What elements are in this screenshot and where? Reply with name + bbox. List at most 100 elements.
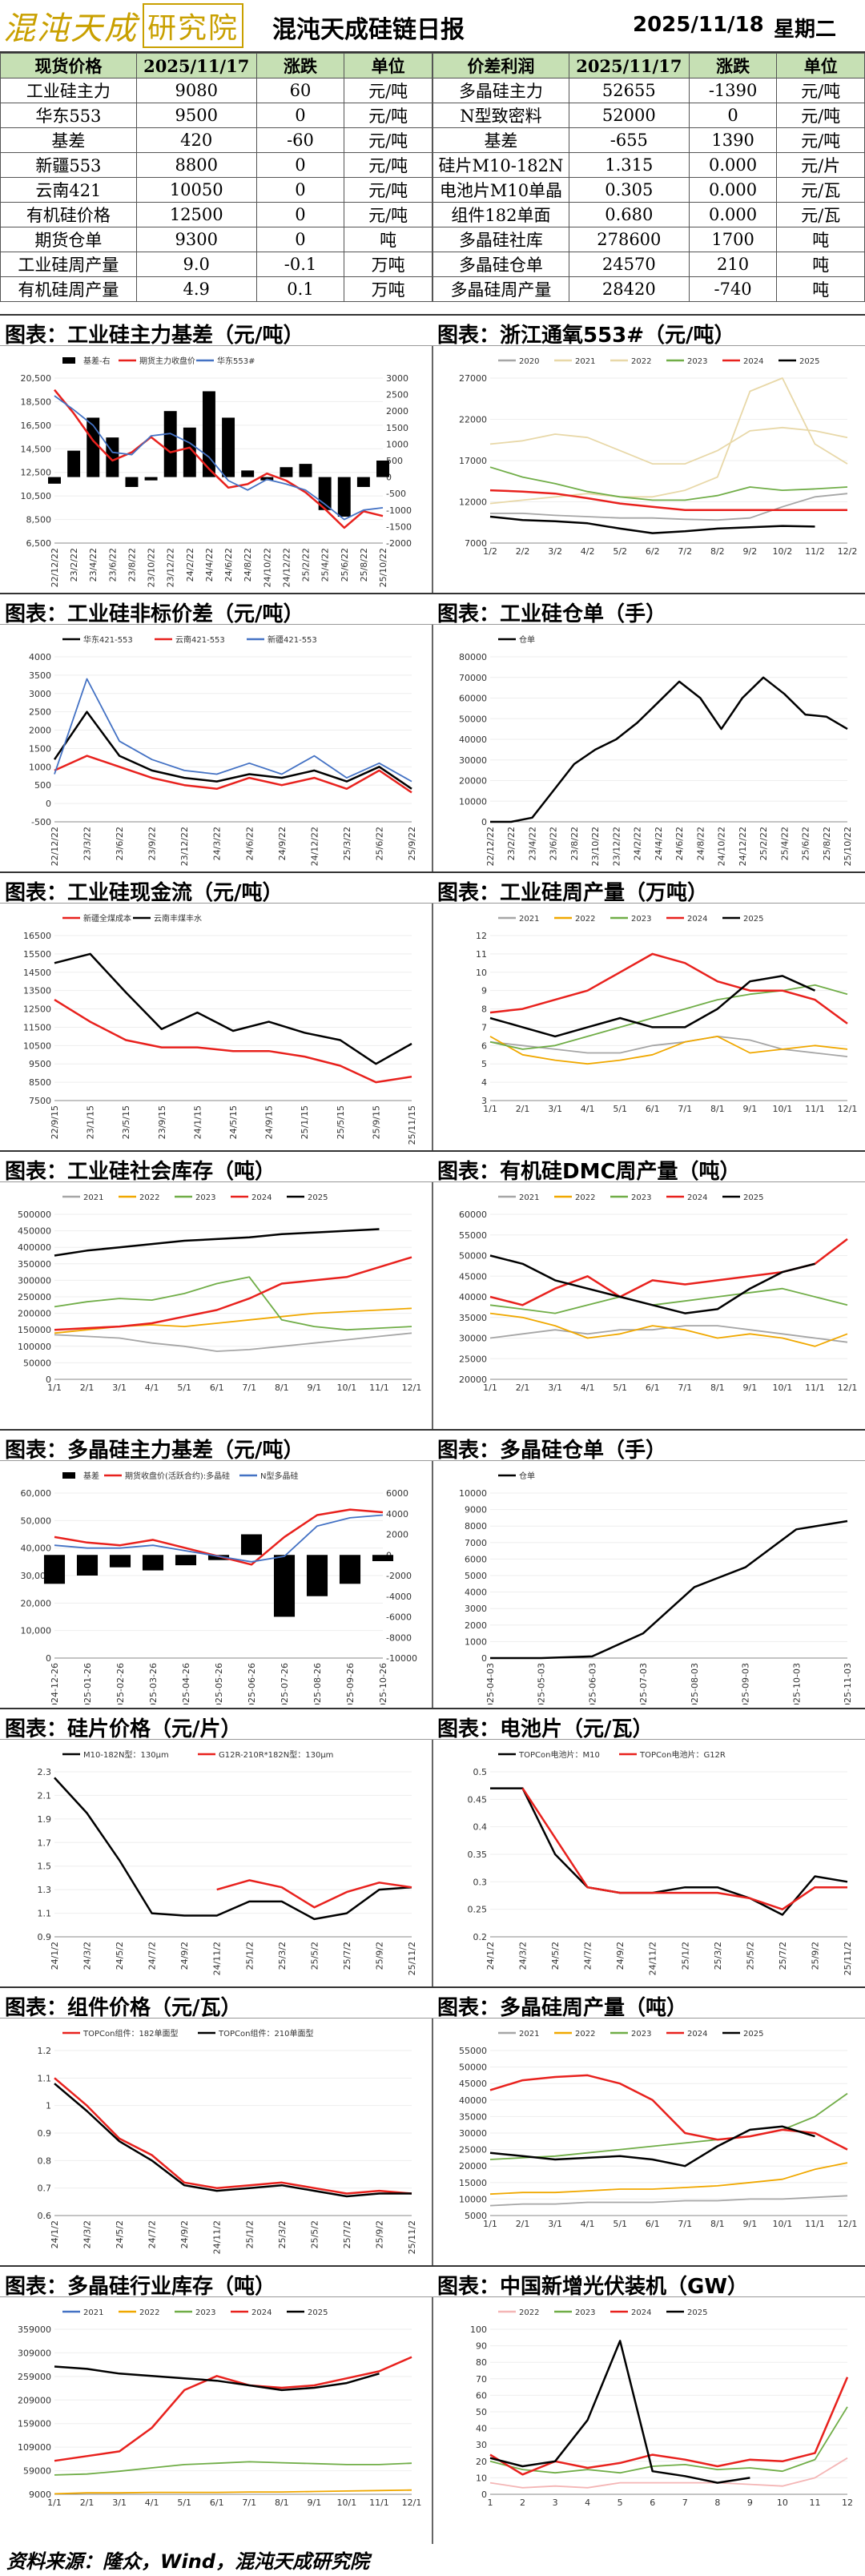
x-tick-label: 24/11/2 bbox=[648, 1942, 658, 1975]
table-row: 多晶硅主力 52655 -1390 元/吨 bbox=[432, 78, 865, 103]
legend-label: 华东553# bbox=[217, 356, 255, 366]
legend-label: M10-182N型：130μm bbox=[83, 1749, 169, 1760]
x-tick-label: 9/1 bbox=[308, 2498, 322, 2508]
basis-bar bbox=[337, 477, 351, 517]
x-tick-label: 24/2/22 bbox=[633, 827, 643, 860]
y-tick-label: 6000 bbox=[465, 1554, 487, 1564]
chart-title: 图表：工业硅社会库存（吨） bbox=[5, 1160, 276, 1184]
x-tick-label: 24/7/2 bbox=[147, 1942, 158, 1970]
table-row: 工业硅周产量 9.0 -0.1 万吨 bbox=[0, 252, 432, 277]
x-tick-label: 25/6/22 bbox=[374, 827, 384, 860]
x-tick-label: 2 bbox=[520, 2498, 525, 2508]
legend-label: 2024 bbox=[251, 2308, 272, 2317]
y-tick-label: 70000 bbox=[459, 673, 487, 683]
chart-poly_basis: 基差 期货收盘价(活跃合约):多晶硅 N型多晶硅 60,000 50,000 40,000… bbox=[6, 1464, 423, 1705]
basis-bar bbox=[222, 417, 235, 477]
table-cell: 多晶硅仓单 bbox=[432, 252, 569, 277]
y-tick-label: 1500 bbox=[29, 743, 51, 754]
legend-label: 期货主力收盘价 bbox=[139, 356, 195, 366]
y-tick-label: 100 bbox=[470, 2324, 487, 2335]
table-cell: 9080 bbox=[135, 78, 257, 103]
series-line-TOPCon组件：182单面型 bbox=[54, 2077, 412, 2195]
x-tick-label: 24/7/2 bbox=[147, 2220, 158, 2248]
legend-label: 2025 bbox=[743, 2030, 763, 2039]
legend-item: TOPCon组件：210单面型 bbox=[198, 2028, 314, 2039]
series-line-2023 bbox=[489, 1287, 848, 1314]
table-cell: -1390 bbox=[688, 78, 778, 103]
x-tick-label: 8/1 bbox=[710, 1383, 725, 1393]
legend-item: TOPCon组件：182单面型 bbox=[62, 2028, 179, 2039]
series-line-2021 bbox=[489, 377, 848, 505]
legend-item: 2023 bbox=[666, 357, 707, 366]
table-header-cell: 2025/11/17 bbox=[135, 53, 257, 78]
x-tick-label: 12/1 bbox=[838, 1383, 858, 1393]
x-tick-label: 25/7/2 bbox=[342, 1942, 352, 1970]
x-tick-label: 7/1 bbox=[242, 1383, 256, 1393]
legend-label: N型多晶硅 bbox=[260, 1471, 298, 1481]
legend-item: 2023 bbox=[175, 2308, 215, 2317]
y2-tick-label: -500 bbox=[386, 489, 406, 499]
series-line-2022 bbox=[489, 1036, 848, 1065]
y-tick-label: 50000 bbox=[23, 1358, 51, 1368]
series-line-2025 bbox=[54, 1228, 380, 1257]
y-tick-label: 4000 bbox=[465, 1588, 487, 1598]
legend-item: 2023 bbox=[554, 2308, 595, 2317]
legend-item: 2025 bbox=[287, 2308, 328, 2317]
series-line-新疆421-553 bbox=[54, 678, 412, 783]
basis-bar bbox=[376, 461, 389, 477]
chart-title: 图表：浙江通氧553#（元/吨） bbox=[437, 324, 735, 348]
y-tick-label: 50,000 bbox=[21, 1515, 52, 1526]
y-tick-label: 500 bbox=[34, 780, 51, 791]
table-cell: 硅片M10-182N bbox=[432, 152, 569, 178]
table-header-cell: 价差利润 bbox=[432, 53, 569, 78]
legend-item: 2021 bbox=[554, 357, 595, 366]
table-cell: 期货仓单 bbox=[0, 227, 137, 252]
y-tick-label: 12,500 bbox=[21, 468, 52, 478]
table-cell: 万吨 bbox=[344, 276, 432, 302]
x-tick-label: 25/8/22 bbox=[359, 548, 369, 582]
legend-label: TOPCon电池片：M10 bbox=[518, 1749, 600, 1760]
table-cell: 云南421 bbox=[0, 177, 137, 203]
x-tick-label: 2025-05-26 bbox=[214, 1663, 224, 1705]
y-tick-label: 300000 bbox=[18, 1275, 51, 1286]
basis-bar bbox=[299, 464, 312, 477]
x-tick-label: 6/1 bbox=[646, 1383, 660, 1393]
column-divider bbox=[432, 625, 433, 871]
table-cell: 0 bbox=[255, 152, 345, 178]
chart-title: 图表：工业硅主力基差（元/吨） bbox=[5, 324, 304, 348]
x-tick-label: 11 bbox=[809, 2498, 820, 2508]
x-tick-label: 25/11/15 bbox=[407, 1105, 417, 1145]
x-tick-label: 24/4/22 bbox=[654, 827, 664, 860]
table-header-cell: 2025/11/17 bbox=[568, 53, 690, 78]
table-cell: 0 bbox=[255, 227, 345, 252]
table-cell: 工业硅主力 bbox=[0, 78, 137, 103]
table-cell: 组件182单面 bbox=[432, 202, 569, 227]
table-header-cell: 单位 bbox=[344, 53, 432, 78]
legend-label: 2021 bbox=[83, 1193, 103, 1202]
x-tick-label: 23/2/22 bbox=[69, 548, 79, 582]
y-tick-label: 1000 bbox=[29, 762, 51, 772]
y-tick-label: 500000 bbox=[18, 1210, 51, 1220]
table-cell: 28420 bbox=[568, 276, 690, 302]
y-tick-label: 3000 bbox=[465, 1604, 487, 1614]
series-line-云南421-553 bbox=[54, 755, 412, 794]
series-line-华东421-553 bbox=[53, 710, 412, 790]
legend-label: 2024 bbox=[687, 2030, 707, 2039]
series-line-M10-182N型：130μm bbox=[54, 1777, 412, 1921]
x-tick-label: 23/4/22 bbox=[88, 548, 99, 582]
chart-title: 图表：有机硅DMC周产量（吨） bbox=[437, 1160, 741, 1184]
basis-bar bbox=[240, 1534, 263, 1556]
legend-label: 2022 bbox=[575, 1193, 595, 1202]
x-tick-label: 1/2 bbox=[483, 546, 497, 557]
legend-item: 基差 bbox=[62, 1471, 99, 1481]
legend-label: 2023 bbox=[631, 915, 651, 924]
x-tick-label: 6/1 bbox=[210, 1383, 224, 1393]
y-tick-label: 14,500 bbox=[21, 444, 52, 454]
y-tick-label: 1 bbox=[46, 2101, 51, 2111]
x-tick-label: 25/3/22 bbox=[342, 827, 352, 860]
chart-pv_install: 2022 2023 2024 2025 100 90 80 70 60 50 40 30 20 10 0 1 2… bbox=[442, 2300, 859, 2541]
x-tick-label: 24/6/22 bbox=[244, 827, 255, 860]
table-cell: 多晶硅社库 bbox=[432, 227, 569, 252]
series-line-新疆全煤成本 bbox=[54, 999, 412, 1084]
x-tick-label: 25/5/2 bbox=[309, 2220, 320, 2248]
